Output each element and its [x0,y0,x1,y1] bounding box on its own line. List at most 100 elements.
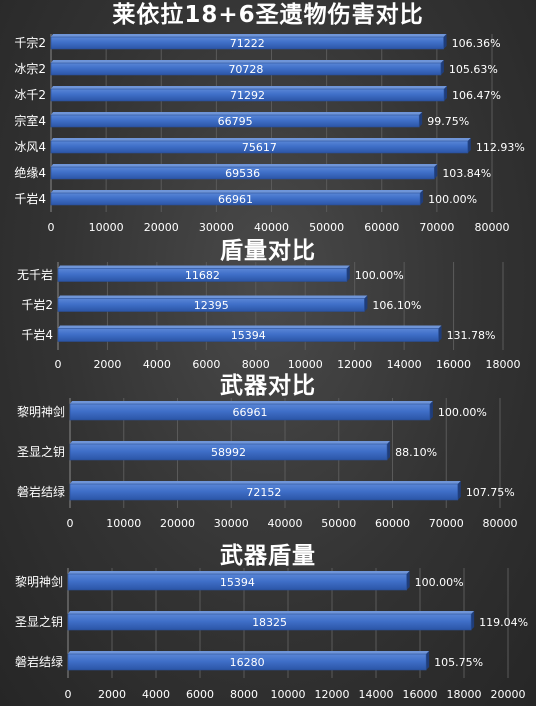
chart-1-category-label: 千岩4 [14,191,46,206]
chart-1-bar-side [443,34,447,49]
chart-3-value-label: 58992 [211,446,246,459]
chart-4-value-label: 15394 [220,576,255,589]
chart-1-tick-label: 50000 [309,221,344,234]
chart-1-bar [50,62,442,76]
chart-3-percent-label: 100.00% [438,406,487,419]
chart-4-value-label: 18325 [252,616,287,629]
chart-3-value-label: 72152 [246,486,281,499]
chart-1-bar-top [51,190,424,193]
chart-1-category-label: 绝缘4 [14,165,46,180]
chart-1-category-label: 宗室4 [14,113,46,128]
chart-4-percent-label: 105.75% [434,656,483,669]
chart-3-bar-top [70,441,391,444]
chart-4-tick-label: 10000 [271,688,306,701]
chart-1-value-label: 69536 [225,167,260,180]
chart-4-tick-label: 16000 [403,688,438,701]
chart-1-bar-side [443,86,447,101]
chart-4-bar-side [406,571,410,590]
chart-4-percent-label: 100.00% [415,576,464,589]
chart-4-bar-top [68,611,475,614]
chart-1-tick-label: 30000 [199,221,234,234]
chart-3-tick-label: 50000 [321,517,356,530]
chart-1-percent-label: 106.47% [452,89,501,102]
chart-2-tick-label: 10000 [288,358,323,371]
chart-3-bar [69,443,388,461]
chart-1-value-label: 71222 [230,37,265,50]
chart-2-percent-label: 131.78% [447,329,496,342]
chart-4-bar [67,653,427,671]
chart-1-bar [50,166,435,180]
chart-1-value-label: 71292 [230,89,265,102]
chart-4-tick-label: 6000 [186,688,214,701]
chart-1-percent-label: 112.93% [476,141,525,154]
chart-2-bar [57,298,365,312]
chart-1-percent-label: 100.00% [428,193,477,206]
chart-4-category-label: 圣显之钥 [15,615,63,629]
chart-3-category-label: 磐岩结绿 [17,484,65,499]
chart-1-percent-label: 106.36% [452,37,501,50]
chart-1-bar-top [51,86,447,89]
chart-2-category-label: 千岩4 [21,327,53,342]
chart-2-value-label: 12395 [194,299,229,312]
chart-3-percent-label: 88.10% [395,446,437,459]
chart-4-value-label: 16280 [230,656,265,669]
chart-1-bar-side [467,138,471,153]
chart-1-value-label: 66961 [218,193,253,206]
chart-1-tick-label: 70000 [419,221,454,234]
chart-3-bar-side [387,441,391,460]
chart-1-bar [50,114,420,128]
chart-1-category-label: 千宗2 [14,35,46,50]
chart-1-percent-label: 105.63% [449,63,498,76]
chart-1-tick-label: 10000 [89,221,124,234]
chart-3-bar [69,403,431,421]
chart-1-tick-label: 0 [48,221,55,234]
chart-1-bar-top [51,34,447,37]
chart-4-bar [67,573,407,591]
chart-4-tick-label: 18000 [447,688,482,701]
chart-1-tick-label: 40000 [254,221,289,234]
chart-1-bar-top [51,138,471,141]
chart-2-tick-label: 14000 [387,358,422,371]
chart-4-bar [67,613,472,631]
chart-3-bar-side [429,401,433,420]
chart-1-tick-label: 80000 [475,221,510,234]
chart-3-tick-label: 70000 [429,517,464,530]
chart-1-bar [50,36,444,50]
chart-2-bar-top [58,325,442,329]
chart-2-percent-label: 100.00% [355,269,404,282]
chart-2-tick-label: 18000 [486,358,521,371]
chart-4-tick-label: 2000 [98,688,126,701]
chart-1-value-label: 70728 [228,63,263,76]
chart-4-tick-label: 14000 [359,688,394,701]
chart-4-bar-top [68,651,430,654]
chart-4-tick-label: 0 [65,688,72,701]
chart-1-bar-side [440,60,444,75]
chart-2-tick-label: 2000 [93,358,121,371]
chart-3-bar-side [457,481,461,500]
chart-3-bar-top [70,401,433,404]
chart-1-value-label: 75617 [242,141,277,154]
chart-1-category-label: 冰千2 [14,88,46,102]
chart-4-bar-side [426,651,430,670]
chart-3-tick-label: 30000 [214,517,249,530]
chart-4-tick-label: 8000 [230,688,258,701]
chart-2-category-label: 千岩2 [21,297,53,312]
chart-4-tick-label: 4000 [142,688,170,701]
chart-3-tick-label: 10000 [106,517,141,530]
chart-2-tick-label: 6000 [192,358,220,371]
chart-1-title: 莱依拉18+6圣遗物伤害对比 [112,2,424,28]
chart-3-value-label: 66961 [232,406,267,419]
chart-2-bar-side [438,325,442,342]
chart-3-bar [69,483,459,501]
chart-2-bar-top [58,295,368,299]
chart-2-bar-side [346,265,350,282]
chart-3-tick-label: 60000 [375,517,410,530]
chart-1-bar-top [51,112,423,115]
chart-1-category-label: 冰风4 [14,140,46,154]
chart-2-tick-label: 0 [55,358,62,371]
chart-2-bar [57,268,348,282]
chart-1-bar-top [51,60,444,63]
chart-2-category-label: 无千岩 [17,267,53,282]
chart-3-tick-label: 80000 [483,517,518,530]
chart-2-tick-label: 8000 [242,358,270,371]
